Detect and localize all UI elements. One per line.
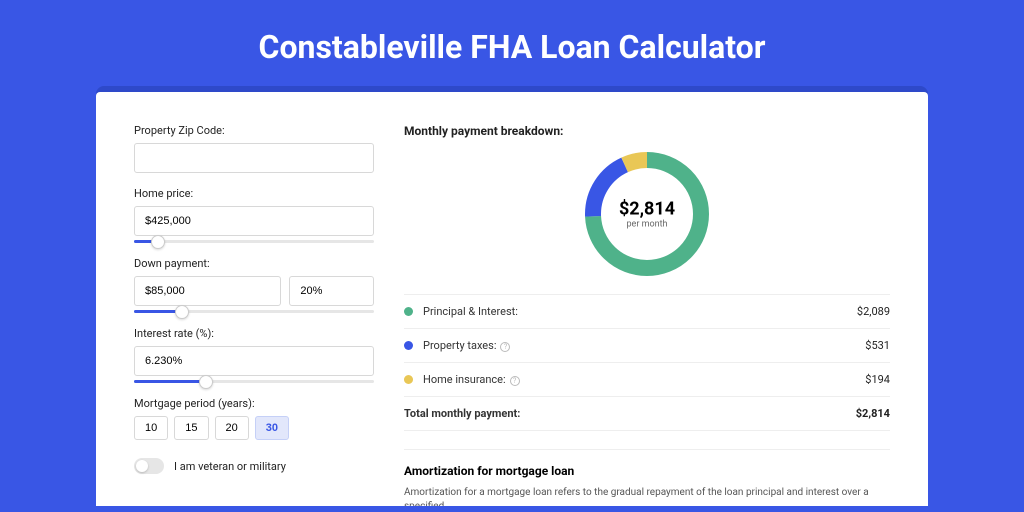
zip-input[interactable] <box>134 143 374 173</box>
legend: Principal & Interest:$2,089Property taxe… <box>404 294 890 431</box>
home-price-field: Home price: <box>134 187 374 243</box>
legend-total-value: $2,814 <box>856 407 890 420</box>
legend-value: $194 <box>865 373 890 386</box>
donut-amount: $2,814 <box>619 199 675 220</box>
interest-rate-input[interactable] <box>134 346 374 376</box>
legend-total-row: Total monthly payment:$2,814 <box>404 397 890 431</box>
period-option-30[interactable]: 30 <box>255 416 289 440</box>
legend-dot <box>404 341 413 350</box>
donut-chart-wrap: $2,814 per month <box>404 138 890 294</box>
zip-field: Property Zip Code: <box>134 124 374 173</box>
zip-label: Property Zip Code: <box>134 124 374 137</box>
info-icon[interactable]: ? <box>500 342 510 352</box>
legend-total-label: Total monthly payment: <box>404 407 856 420</box>
interest-rate-label: Interest rate (%): <box>134 327 374 340</box>
slider-handle[interactable] <box>175 305 189 319</box>
veteran-label: I am veteran or military <box>174 460 286 473</box>
donut-chart: $2,814 per month <box>585 152 709 276</box>
legend-label: Property taxes:? <box>423 339 865 352</box>
legend-dot <box>404 375 413 384</box>
donut-sublabel: per month <box>619 220 675 230</box>
home-price-slider[interactable] <box>134 240 374 243</box>
down-payment-slider[interactable] <box>134 310 374 313</box>
card-backdrop: Property Zip Code: Home price: Down paym… <box>96 86 928 506</box>
legend-dot <box>404 307 413 316</box>
down-payment-label: Down payment: <box>134 257 374 270</box>
slider-handle[interactable] <box>151 235 165 249</box>
period-option-10[interactable]: 10 <box>134 416 168 440</box>
calculator-card: Property Zip Code: Home price: Down paym… <box>96 92 928 506</box>
legend-row: Home insurance:?$194 <box>404 363 890 397</box>
home-price-label: Home price: <box>134 187 374 200</box>
legend-label: Principal & Interest: <box>423 305 857 318</box>
home-price-input[interactable] <box>134 206 374 236</box>
period-label: Mortgage period (years): <box>134 397 374 410</box>
down-payment-amount-input[interactable] <box>134 276 281 306</box>
down-payment-percent-input[interactable] <box>289 276 374 306</box>
breakdown-title: Monthly payment breakdown: <box>404 124 890 138</box>
page-title: Constableville FHA Loan Calculator <box>0 0 1024 86</box>
interest-rate-slider[interactable] <box>134 380 374 383</box>
form-panel: Property Zip Code: Home price: Down paym… <box>134 124 374 506</box>
legend-row: Principal & Interest:$2,089 <box>404 295 890 329</box>
interest-rate-field: Interest rate (%): <box>134 327 374 383</box>
donut-center: $2,814 per month <box>619 199 675 230</box>
veteran-toggle[interactable] <box>134 458 164 474</box>
legend-value: $2,089 <box>857 305 890 318</box>
period-field: Mortgage period (years): 1015 2030 <box>134 397 374 440</box>
legend-row: Property taxes:?$531 <box>404 329 890 363</box>
period-option-20[interactable]: 20 <box>215 416 249 440</box>
amortization-title: Amortization for mortgage loan <box>404 464 890 478</box>
amortization-text: Amortization for a mortgage loan refers … <box>404 486 890 506</box>
slider-handle[interactable] <box>199 375 213 389</box>
amortization-section: Amortization for mortgage loan Amortizat… <box>404 449 890 506</box>
veteran-row: I am veteran or military <box>134 458 374 474</box>
down-payment-field: Down payment: <box>134 257 374 313</box>
legend-label: Home insurance:? <box>423 373 865 386</box>
info-icon[interactable]: ? <box>510 376 520 386</box>
period-option-15[interactable]: 15 <box>174 416 208 440</box>
legend-value: $531 <box>865 339 890 352</box>
breakdown-panel: Monthly payment breakdown: $2,814 per mo… <box>404 124 890 506</box>
